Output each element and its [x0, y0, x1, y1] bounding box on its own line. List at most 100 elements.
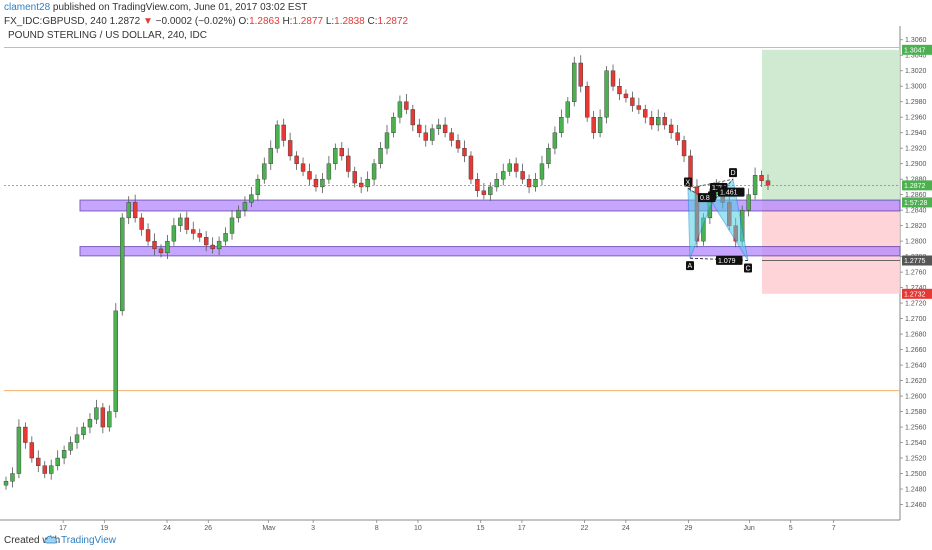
y-tick-label: 1.3040: [905, 53, 927, 60]
y-tick-label: 1.3020: [905, 68, 927, 75]
candle: [81, 426, 86, 435]
candle: [74, 434, 80, 443]
chart-area[interactable]: POUND STERLING / US DOLLAR, 240, IDC XAB…: [0, 26, 932, 532]
candle: [365, 178, 370, 188]
candle: [610, 70, 616, 87]
ohlc-o: 1.2863: [249, 16, 280, 27]
ohlc-l: 1.2838: [334, 16, 365, 27]
tradingview-link[interactable]: TradingView: [61, 535, 117, 546]
candle: [94, 407, 99, 420]
footer: Created with TradingView: [0, 530, 932, 550]
candle: [16, 426, 22, 474]
candle: [675, 132, 680, 141]
candle: [656, 117, 661, 126]
candle: [294, 155, 299, 164]
candle: [152, 240, 157, 250]
candle: [158, 248, 164, 253]
ohlc-c: 1.2872: [377, 16, 409, 27]
pattern-point-A-badge: [686, 261, 694, 271]
candle: [494, 178, 499, 188]
symbol-line: FX_IDC:GBPUSD, 240 1.2872: [4, 16, 141, 27]
candle: [236, 209, 241, 219]
x-tick-label: 17: [59, 525, 67, 530]
candle: [507, 163, 512, 172]
candle: [178, 217, 183, 226]
candle: [404, 101, 409, 110]
y-tick-label: 1.2600: [905, 394, 927, 401]
y-tick-label: 1.2500: [905, 471, 927, 478]
candle: [584, 86, 590, 118]
zone-0[interactable]: [79, 199, 901, 212]
price-label-badge: [902, 255, 932, 266]
candle: [165, 240, 170, 253]
candle: [513, 163, 519, 172]
candle: [255, 178, 261, 195]
candle: [287, 140, 293, 157]
author-link[interactable]: clament28: [4, 2, 51, 13]
ohlc-o-label: O:: [238, 16, 250, 27]
candle: [520, 171, 525, 180]
y-tick-label: 1.2960: [905, 115, 927, 122]
candle: [320, 178, 325, 188]
ratio-bd-label-badge: [718, 187, 745, 197]
candle: [113, 310, 118, 412]
candle: [145, 229, 151, 242]
candle: [268, 147, 273, 164]
candle: [346, 155, 351, 172]
ohlc-c-label: C:: [367, 16, 378, 27]
chart-title: POUND STERLING / US DOLLAR, 240, IDC: [8, 30, 207, 41]
candle: [249, 194, 254, 203]
candle: [410, 109, 416, 126]
candle: [55, 457, 60, 466]
price-chart[interactable]: POUND STERLING / US DOLLAR, 240, IDC XAB…: [0, 26, 932, 532]
candle: [339, 147, 344, 157]
candle: [3, 481, 9, 486]
candle: [87, 419, 93, 428]
x-tick-label: 26: [204, 525, 212, 530]
y-tick-label: 1.2580: [905, 409, 927, 416]
x-tick-label: 22: [581, 525, 589, 530]
y-tick-label: 1.2820: [905, 223, 927, 230]
candle: [203, 237, 209, 246]
y-tick-label: 1.2480: [905, 487, 927, 494]
price-label-badge: [902, 197, 932, 208]
price-label-badge: [902, 180, 932, 191]
candle: [29, 442, 35, 459]
zone-1[interactable]: [79, 246, 901, 257]
candle: [391, 117, 396, 133]
candle: [591, 117, 596, 133]
price-label-badge: [902, 44, 932, 55]
candle: [10, 473, 15, 482]
candle: [100, 407, 106, 428]
candle: [559, 117, 564, 133]
ratio-xb-label-badge: [698, 193, 716, 203]
y-tick-label: 1.2840: [905, 208, 927, 215]
candle: [630, 97, 635, 106]
candle: [430, 128, 435, 141]
candle: [681, 140, 687, 157]
candle: [378, 147, 383, 164]
candle: [462, 147, 467, 157]
candle: [597, 117, 603, 133]
candle: [526, 178, 532, 188]
candle: [371, 163, 377, 180]
y-tick-label: 1.2860: [905, 192, 927, 199]
candle: [649, 117, 654, 126]
candle: [688, 155, 693, 188]
candle: [107, 411, 112, 428]
y-tick-label: 1.2520: [905, 456, 927, 463]
candle: [546, 147, 551, 164]
y-tick-label: 1.2720: [905, 301, 927, 308]
y-tick-label: 1.2660: [905, 347, 927, 354]
created-with-label: Created with: [4, 535, 61, 546]
candle: [61, 450, 67, 459]
candle: [455, 140, 461, 149]
y-tick-label: 1.3060: [905, 37, 927, 44]
y-tick-label: 1.2620: [905, 378, 927, 385]
candle: [643, 109, 648, 118]
y-tick-label: 1.2980: [905, 99, 927, 106]
x-tick-label: 24: [163, 525, 171, 530]
candle: [281, 124, 286, 141]
x-tick-label: 17: [518, 525, 526, 530]
x-tick-label: 19: [100, 525, 108, 530]
